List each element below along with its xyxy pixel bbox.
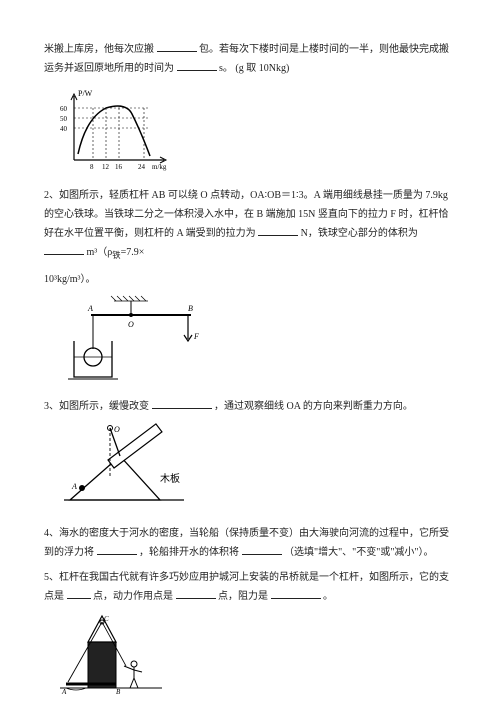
q5-blank2: [176, 589, 216, 599]
q5-blank1: [67, 589, 91, 599]
labelF: F: [193, 332, 199, 341]
xt24: 24: [138, 163, 146, 171]
q5-figure: C A B: [56, 612, 456, 697]
labelA: A: [87, 304, 93, 313]
q2-blank1: [258, 226, 298, 236]
yt50: 50: [60, 115, 68, 123]
q2-u1: N，铁球空心部分的体积为: [301, 228, 418, 239]
labelO: O: [128, 320, 134, 329]
q1-chart: P/W m/kg 60 50 40 8 12 16 24: [56, 84, 456, 174]
q2-u2: m³（ρ: [87, 247, 113, 258]
q1-part3: s。 (g 取 10Nkg): [219, 63, 289, 74]
q4-blank1: [97, 545, 137, 555]
q2-line2: 10³kg/m³）。: [44, 270, 456, 289]
q4-b: ，轮船排开水的体积将: [139, 547, 239, 558]
q1-blank2: [177, 61, 217, 71]
incline-plumb-svg: O A 木板: [56, 422, 196, 512]
q2-figure: A B O F: [56, 295, 456, 385]
q2-blank2: [44, 245, 84, 255]
q1-part1: 米搬上库房，他每次应搬: [44, 44, 154, 55]
q2-text: 2、如图所示，轻质杠杆 AB 可以绕 O 点转动，OA∶OB＝1∶3。A 端用细…: [44, 186, 456, 264]
q4-blank2: [242, 545, 282, 555]
q3-text: 3、如图所示，缓慢改变 ，通过观察细线 OA 的方向来判断重力方向。: [44, 397, 456, 416]
xt12: 12: [102, 163, 110, 171]
q3-a: 3、如图所示，缓慢改变: [44, 401, 149, 412]
q5-A: A: [61, 688, 67, 696]
q2-t2: =7.9×: [121, 247, 145, 258]
q5-d: 。: [323, 591, 333, 602]
xlabel: m/kg: [152, 163, 167, 171]
q4-c: （选填"增大"、"不变"或"减小"）。: [284, 547, 434, 558]
lever-beaker-svg: A B O F: [56, 295, 206, 385]
yt60: 60: [60, 105, 68, 113]
q3-figure: O A 木板: [56, 422, 456, 512]
yt40: 40: [60, 125, 68, 133]
q4-text: 4、海水的密度大于河水的密度，当轮船（保持质量不变）由大海驶向河流的过程中，它所…: [44, 524, 456, 562]
q5-C: C: [104, 615, 109, 623]
q5-blank3: [271, 589, 321, 599]
q3-A: A: [71, 482, 77, 491]
xt8: 8: [90, 163, 94, 171]
q3-blank1: [152, 399, 212, 409]
q1-blank1: [157, 42, 197, 52]
q5-text: 5、杠杆在我国古代就有许多巧妙应用护城河上安装的吊桥就是一个杠杆，如图所示，它的…: [44, 568, 456, 606]
q1-text: 米搬上库房，他每次应搬 包。若每次下楼时间是上楼时间的一半，则他最快完成搬运务并…: [44, 40, 456, 78]
drawbridge-svg: C A B: [56, 612, 166, 697]
q3-b: ，通过观察细线 OA 的方向来判断重力方向。: [214, 401, 413, 412]
labelB: B: [188, 304, 193, 313]
q5-b: 点，动力作用点是: [93, 591, 173, 602]
xt16: 16: [115, 163, 123, 171]
q5-c: 点，阻力是: [218, 591, 268, 602]
power-mass-chart-svg: P/W m/kg 60 50 40 8 12 16 24: [56, 84, 176, 174]
q5-B: B: [116, 688, 121, 696]
q3-wood: 木板: [160, 472, 180, 485]
ylabel: P/W: [78, 89, 93, 98]
q3-O: O: [114, 425, 120, 434]
q2-sub: 铁: [112, 251, 120, 260]
